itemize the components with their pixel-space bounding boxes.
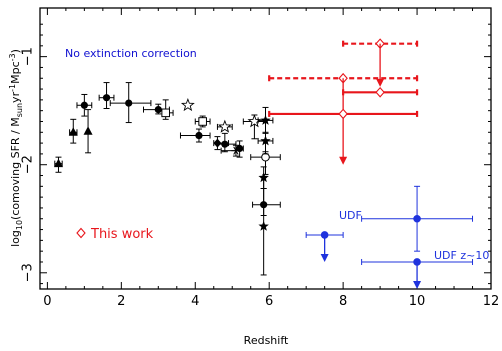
literature-point-6-circle-marker (154, 105, 162, 114)
plot-frame (39, 7, 492, 290)
this-work-point-5-diamond-open-marker (338, 108, 348, 120)
legend-this-work-diamond (76, 227, 86, 239)
literature-point-3-circle-marker (80, 101, 88, 109)
y-label-prefix: log (9, 230, 22, 247)
annotation-udf: UDF (339, 209, 362, 222)
literature-point-18-star-marker (260, 135, 271, 146)
y-label-sup1: -1 (8, 84, 17, 92)
udf-point-2-arrow-head (413, 280, 422, 289)
literature-point-17-star-open-marker (247, 114, 262, 128)
y-label-sup2: -3 (8, 53, 17, 61)
udf-point-0-circle-marker (320, 231, 329, 239)
this-work-point-2-arrow-head (376, 78, 385, 87)
y-label-mid2: yr (9, 91, 22, 103)
y-axis-label: log10(comoving SFR / Msunyr-1Mpc-3) (8, 49, 24, 247)
x-tick-label: 8 (339, 294, 347, 309)
y-label-sub2: sun (15, 103, 24, 117)
literature-point-9-square-open-marker (198, 117, 207, 126)
svg-text:log10(comoving SFR / Msunyr-1M: log10(comoving SFR / Msunyr-1Mpc-3) (8, 49, 24, 247)
literature-point-10-errorbars (179, 128, 211, 143)
literature-point-8-star-open-marker (180, 97, 195, 112)
y-tick-label: −1 (21, 47, 36, 66)
annotation-no-extinction: No extinction correction (65, 47, 197, 60)
udf-point-1-circle-marker (413, 214, 421, 223)
annotation-udf-z10: UDF z~10 (434, 249, 489, 262)
literature-point-21-errorbars (252, 187, 281, 217)
y-label-suffix: ) (9, 49, 22, 53)
x-tick-label: 10 (409, 294, 426, 309)
this-work-point-4-arrow-head (339, 156, 348, 165)
literature-point-12-star-open-marker (217, 119, 232, 133)
y-label-sub1: 10 (15, 220, 24, 230)
literature-point-15-circle-marker (236, 144, 244, 153)
y-label-mid: (comoving SFR / M (9, 117, 22, 220)
x-tick-label: 12 (483, 294, 500, 309)
literature-point-20-star-marker (258, 172, 269, 183)
literature-point-2-triangle-marker (83, 126, 93, 135)
literature-point-4-circle-marker (102, 94, 111, 102)
data-layer (53, 38, 474, 289)
y-label-mid3: Mpc (9, 61, 22, 84)
literature-point-10-circle-marker (195, 131, 203, 140)
literature-point-13-circle-marker (221, 140, 229, 148)
y-tick-label: −2 (21, 155, 36, 174)
ticks-layer: 0 2 4 6 8 10 12 −1 −2 −3 (21, 8, 500, 309)
literature-point-0-triangle-marker (53, 158, 63, 168)
x-axis-label: Redshift (244, 334, 289, 347)
x-tick-label: 6 (265, 294, 273, 309)
annotation-this-work: This work (90, 227, 154, 242)
literature-point-22-star-marker (258, 220, 269, 231)
literature-point-19-star-marker (260, 114, 271, 125)
x-tick-label: 4 (191, 294, 199, 309)
x-tick-label: 2 (117, 294, 125, 309)
udf-point-0-arrow-head (320, 253, 329, 262)
literature-point-7-square-open-marker (161, 108, 170, 118)
literature-point-16-circle-open-marker (261, 152, 270, 162)
y-tick-label: −3 (21, 263, 36, 282)
literature-point-1-triangle-marker (68, 127, 78, 136)
udf-point-2-circle-marker (413, 258, 421, 266)
literature-point-5-circle-marker (125, 99, 133, 107)
text-layer: Redshift No extinction correction This w… (8, 47, 489, 347)
this-work-point-3-diamond-open-marker (375, 86, 385, 98)
x-tick-label: 0 (43, 294, 51, 309)
